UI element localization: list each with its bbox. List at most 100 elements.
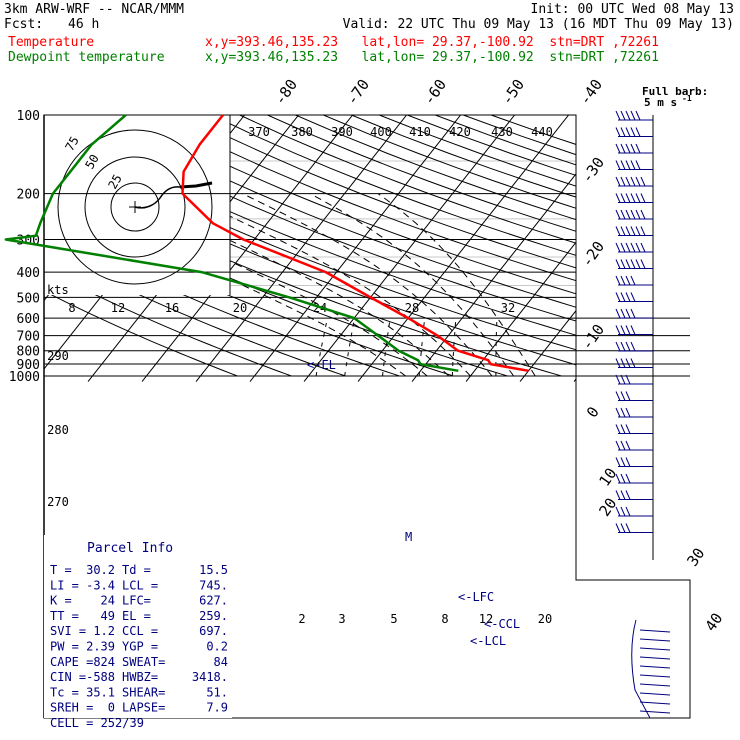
parcel-info-cell: 1.2 <box>93 624 115 638</box>
wind-barb-feather <box>615 424 621 434</box>
annotation-el: <-EL <box>307 358 336 372</box>
mixing-ratio-line <box>495 318 498 376</box>
parcel-info-cell: EL = <box>122 609 151 623</box>
parcel-info-cell: PW = <box>50 640 79 654</box>
wind-barb-feather <box>620 193 626 203</box>
hodograph-ring-outer <box>57 129 213 285</box>
pressure-label: 200 <box>17 188 40 203</box>
wind-barb-feather <box>630 259 636 269</box>
dewpoint-location: x,y=393.46,135.23 lat,lon= 29.37,-100.92… <box>205 50 659 65</box>
wind-barb-feather <box>620 374 626 385</box>
dry-adiabat <box>44 115 346 377</box>
wind-barb-feather <box>630 226 636 236</box>
pressure-label: 900 <box>17 358 40 373</box>
wind-barb-feather <box>625 325 631 335</box>
wind-barb-feather <box>615 440 621 451</box>
wind-barb-feather <box>615 523 621 533</box>
wind-barb-feather <box>620 325 626 335</box>
barb-legend-value: 5 m s <box>644 96 677 109</box>
wind-barb-feather <box>625 490 631 500</box>
dry-adiabat <box>490 115 690 377</box>
model-title: 3km ARW-WRF -- NCAR/MMM <box>4 2 185 17</box>
wind-barb-feather <box>620 259 626 269</box>
wind-barb-feather <box>620 127 626 137</box>
parcel-info-cell: K = <box>50 594 72 608</box>
dry-adiabat <box>267 115 690 377</box>
wind-barb-feather <box>625 143 631 154</box>
barb-curve <box>631 619 651 719</box>
wind-barb-feather <box>635 259 641 269</box>
moist-adiabat <box>133 193 450 377</box>
wind-barb-feather <box>615 292 621 302</box>
wind-barb-feather <box>620 440 626 451</box>
wind-barb-feather <box>625 358 631 368</box>
wind-barb-feather <box>620 391 626 401</box>
wind-barb-feather <box>620 242 626 253</box>
isotherm <box>465 115 677 382</box>
wind-barb-feather <box>615 209 621 220</box>
isotherm-label: -60 <box>420 76 450 109</box>
annotation-ccl: <-CCL <box>484 617 520 631</box>
dry-adiabat <box>71 115 690 377</box>
wind-barb-feather <box>625 160 631 170</box>
wind-barb-feather <box>615 275 621 286</box>
parcel-info-cell: T = <box>50 563 72 577</box>
wind-barb-feather <box>625 424 631 434</box>
wind-barb-feather <box>615 242 621 253</box>
dry-adiabat <box>44 115 400 377</box>
wind-barb-feather <box>635 176 641 187</box>
parcel-info-background <box>44 535 232 718</box>
wind-barb-feather <box>615 490 621 500</box>
dry-adiabat <box>183 115 690 377</box>
hodograph-ring-inner <box>110 182 160 232</box>
annotation-m: M <box>405 530 412 544</box>
isotherm-label: 30 <box>683 545 708 570</box>
theta-label: 400 <box>370 125 392 139</box>
wind-barb-feather <box>630 358 636 368</box>
parcel-info-cell: LI = <box>50 578 79 592</box>
wind-barbs-lower <box>631 619 671 719</box>
wind-barb-feather <box>620 176 626 187</box>
barb-legend-title: Full barb: <box>642 85 708 98</box>
parcel-info-cell: TT = <box>50 609 79 623</box>
wind-barb-feather <box>635 143 641 154</box>
temperature-location: x,y=393.46,135.23 lat,lon= 29.37,-100.92… <box>205 35 659 50</box>
speed-label: 16 <box>165 301 179 315</box>
wind-barb-staff <box>639 692 671 696</box>
wind-barb-feather <box>625 127 631 137</box>
theta-label: 440 <box>531 125 553 139</box>
annotation-lcl: <-LCL <box>470 634 506 648</box>
parcel-info-cell: 7.9 <box>206 701 228 715</box>
dry-adiabat <box>44 115 238 377</box>
isotherm-label: 0 <box>583 403 603 421</box>
parcel-info-cell: SHEAR= <box>122 685 165 699</box>
wind-barb-feather <box>625 176 631 187</box>
wind-barb-feather <box>625 259 631 269</box>
wind-barb-feather <box>620 490 626 500</box>
wind-barb-feather <box>615 259 621 269</box>
hodograph-ring-label-25: 25 <box>105 172 124 192</box>
temperature-line <box>181 114 529 373</box>
pressure-label: 1000 <box>9 370 40 385</box>
speed-label: 28 <box>405 301 419 315</box>
wind-barb-feather <box>620 341 626 352</box>
wind-barbs <box>615 110 654 560</box>
wind-barb-staff <box>639 701 671 705</box>
pressure-label: 500 <box>17 291 40 306</box>
parcel-info-cell: LAPSE= <box>122 701 165 715</box>
parcel-info-cell: -3.4 <box>86 578 115 592</box>
dry-adiabat <box>239 115 690 377</box>
wind-barb-feather <box>635 209 641 220</box>
parcel-info-cell: Tc = <box>50 685 79 699</box>
theta-label-lower: 290 <box>47 349 69 363</box>
isotherm-label: -80 <box>271 76 301 109</box>
wind-barb-feather <box>615 358 621 368</box>
wind-barb-feather <box>640 259 646 269</box>
parcel-info-cell: 627. <box>199 594 228 608</box>
forecast-label: Fcst: <box>4 17 44 32</box>
wind-barb-feather <box>630 308 636 319</box>
pressure-label: 800 <box>17 345 40 360</box>
wind-barb-feather <box>625 457 631 467</box>
parcel-info-title: Parcel Info <box>87 541 173 556</box>
wind-barb-feather <box>625 308 631 319</box>
